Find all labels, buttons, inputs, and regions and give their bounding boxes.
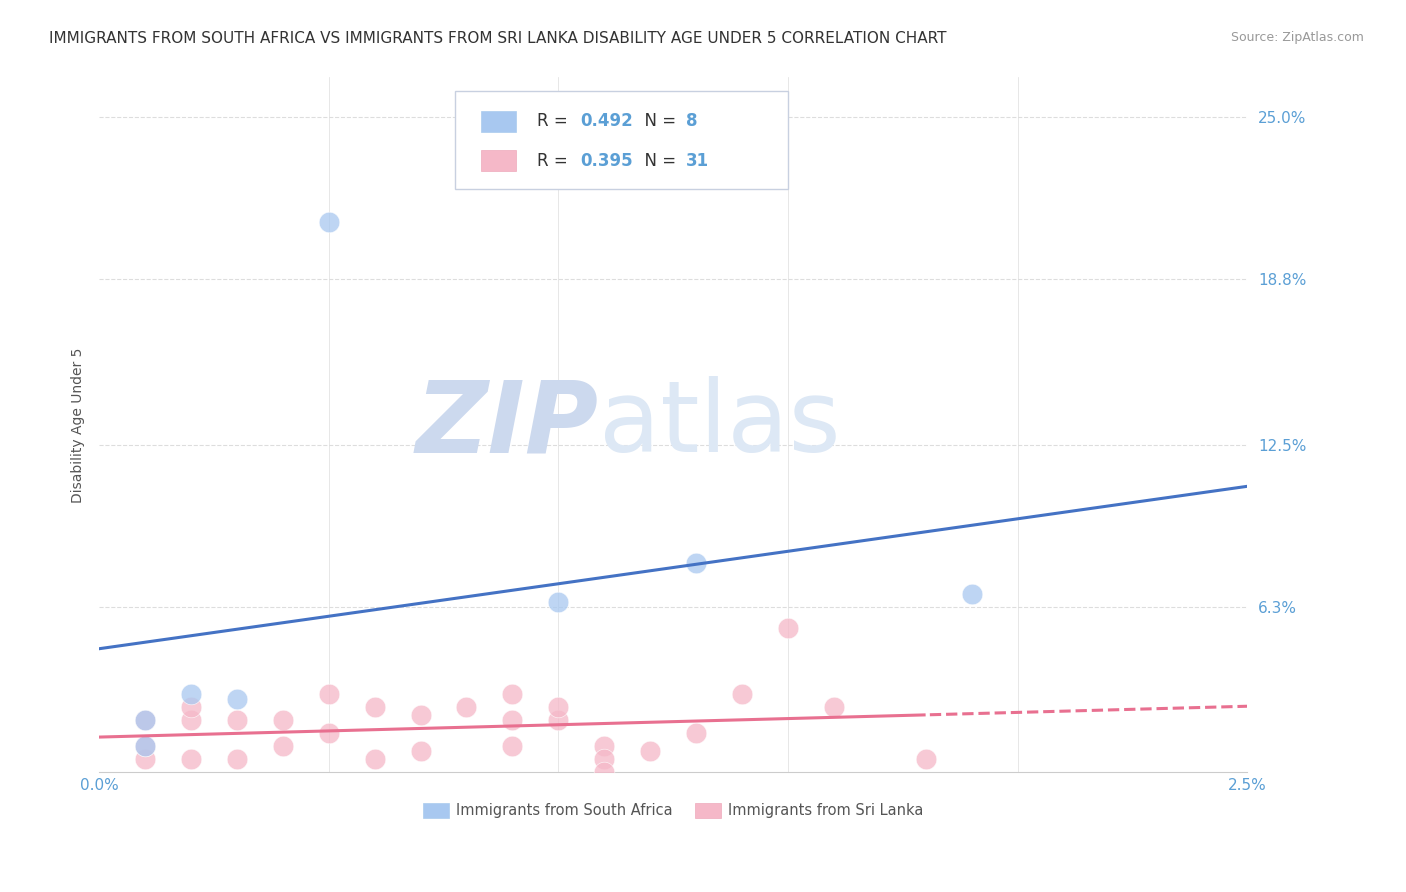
Point: [501, 687, 523, 701]
Point: [225, 713, 247, 727]
Point: [731, 687, 754, 701]
Point: [134, 713, 156, 727]
Point: [271, 739, 294, 754]
Point: [134, 739, 156, 754]
Text: N =: N =: [634, 152, 682, 169]
Point: [318, 687, 340, 701]
Point: [134, 752, 156, 766]
Point: [823, 699, 845, 714]
Point: [593, 739, 616, 754]
Text: 0.492: 0.492: [581, 112, 633, 130]
Point: [685, 556, 707, 570]
Point: [685, 726, 707, 740]
Point: [776, 621, 799, 635]
Point: [180, 752, 202, 766]
Point: [180, 699, 202, 714]
Point: [593, 752, 616, 766]
Point: [409, 707, 432, 722]
Point: [134, 713, 156, 727]
Point: [638, 744, 661, 758]
Point: [318, 215, 340, 229]
Legend: Immigrants from South Africa, Immigrants from Sri Lanka: Immigrants from South Africa, Immigrants…: [416, 797, 929, 824]
Point: [180, 713, 202, 727]
Point: [318, 726, 340, 740]
Point: [547, 595, 569, 609]
Point: [547, 713, 569, 727]
Point: [914, 752, 936, 766]
FancyBboxPatch shape: [481, 111, 516, 132]
Text: 8: 8: [686, 112, 697, 130]
Point: [501, 713, 523, 727]
Text: R =: R =: [537, 112, 572, 130]
Point: [225, 752, 247, 766]
Y-axis label: Disability Age Under 5: Disability Age Under 5: [72, 347, 86, 502]
Point: [547, 699, 569, 714]
Point: [271, 713, 294, 727]
Point: [363, 752, 385, 766]
Point: [225, 692, 247, 706]
Point: [134, 739, 156, 754]
Text: ZIP: ZIP: [416, 376, 599, 474]
Text: N =: N =: [634, 112, 682, 130]
Text: atlas: atlas: [599, 376, 841, 474]
Text: IMMIGRANTS FROM SOUTH AFRICA VS IMMIGRANTS FROM SRI LANKA DISABILITY AGE UNDER 5: IMMIGRANTS FROM SOUTH AFRICA VS IMMIGRAN…: [49, 31, 946, 46]
Text: R =: R =: [537, 152, 572, 169]
Text: Source: ZipAtlas.com: Source: ZipAtlas.com: [1230, 31, 1364, 45]
Point: [456, 699, 478, 714]
Point: [409, 744, 432, 758]
Point: [501, 739, 523, 754]
FancyBboxPatch shape: [481, 151, 516, 171]
FancyBboxPatch shape: [456, 91, 787, 188]
Point: [363, 699, 385, 714]
Point: [960, 587, 983, 601]
Point: [593, 765, 616, 780]
Text: 0.395: 0.395: [581, 152, 633, 169]
Point: [180, 687, 202, 701]
Text: 31: 31: [686, 152, 709, 169]
